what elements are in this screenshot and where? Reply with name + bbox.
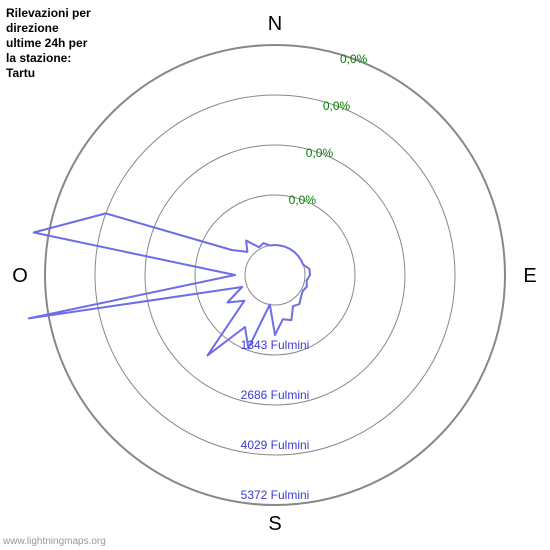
cardinal-n: N	[268, 13, 282, 35]
pct-label-1: 0,0%	[289, 193, 317, 207]
grid-ring-4	[45, 45, 505, 505]
fulmini-label-3: 4029 Fulmini	[241, 438, 310, 452]
pct-label-4: 0,0%	[340, 52, 368, 66]
pct-label-2: 0,0%	[306, 146, 334, 160]
fulmini-label-1: 1343 Fulmini	[241, 338, 310, 352]
polar-chart: 0,0% 0,0% 0,0% 0,0% 1343 Fulmini 2686 Fulmini…	[0, 0, 550, 550]
pct-label-3: 0,0%	[323, 99, 351, 113]
cardinal-w: O	[12, 265, 28, 287]
wind-rose-series	[29, 213, 310, 355]
cardinal-e: E	[523, 265, 536, 287]
fulmini-label-2: 2686 Fulmini	[241, 388, 310, 402]
cardinal-s: S	[268, 513, 281, 535]
grid-ring-2	[145, 145, 405, 405]
fulmini-label-4: 5372 Fulmini	[241, 488, 310, 502]
